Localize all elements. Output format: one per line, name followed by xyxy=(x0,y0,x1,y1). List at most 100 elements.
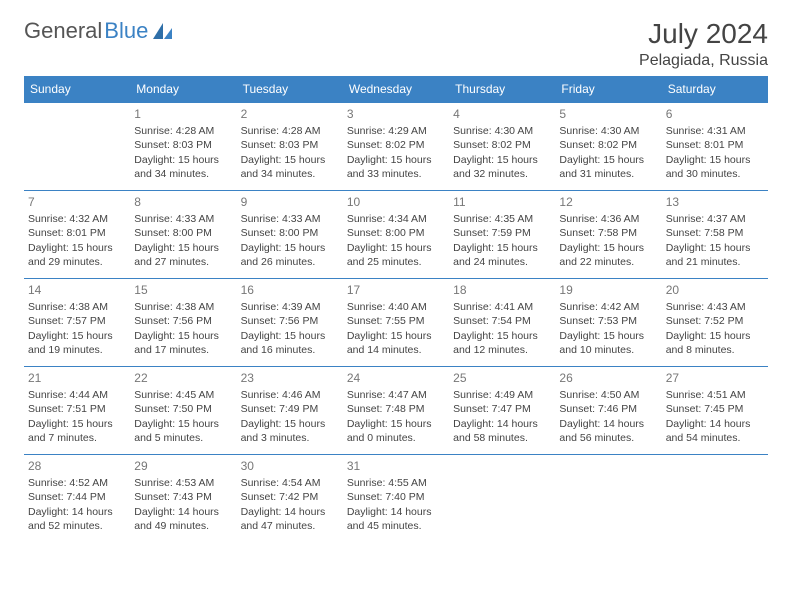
sunrise-line: Sunrise: 4:38 AM xyxy=(134,300,232,314)
daylight-line: Daylight: 15 hours and 22 minutes. xyxy=(559,241,657,269)
month-title: July 2024 xyxy=(639,18,768,50)
sunrise-line: Sunrise: 4:28 AM xyxy=(134,124,232,138)
sunrise-line: Sunrise: 4:45 AM xyxy=(134,388,232,402)
daylight-line: Daylight: 15 hours and 0 minutes. xyxy=(347,417,445,445)
day-number: 19 xyxy=(559,282,657,298)
day-number: 30 xyxy=(241,458,339,474)
day-number: 9 xyxy=(241,194,339,210)
sunset-line: Sunset: 8:03 PM xyxy=(134,138,232,152)
logo-text-1: General xyxy=(24,18,102,44)
calendar-cell: 22Sunrise: 4:45 AMSunset: 7:50 PMDayligh… xyxy=(130,366,236,454)
day-number: 4 xyxy=(453,106,551,122)
dow-header: Tuesday xyxy=(237,76,343,102)
daylight-line: Daylight: 15 hours and 8 minutes. xyxy=(666,329,764,357)
calendar-cell: 4 Sunrise: 4:30 AMSunset: 8:02 PMDaylight… xyxy=(449,102,555,190)
daylight-line: Daylight: 15 hours and 14 minutes. xyxy=(347,329,445,357)
sunrise-line: Sunrise: 4:40 AM xyxy=(347,300,445,314)
sunset-line: Sunset: 8:00 PM xyxy=(134,226,232,240)
day-number: 14 xyxy=(28,282,126,298)
calendar-cell: 16Sunrise: 4:39 AMSunset: 7:56 PMDayligh… xyxy=(237,278,343,366)
sunrise-line: Sunrise: 4:33 AM xyxy=(241,212,339,226)
day-number: 2 xyxy=(241,106,339,122)
day-number: 5 xyxy=(559,106,657,122)
day-number: 15 xyxy=(134,282,232,298)
day-number: 10 xyxy=(347,194,445,210)
daylight-line: Daylight: 15 hours and 31 minutes. xyxy=(559,153,657,181)
day-number: 16 xyxy=(241,282,339,298)
sunrise-line: Sunrise: 4:52 AM xyxy=(28,476,126,490)
sunrise-line: Sunrise: 4:49 AM xyxy=(453,388,551,402)
daylight-line: Daylight: 15 hours and 26 minutes. xyxy=(241,241,339,269)
day-number: 31 xyxy=(347,458,445,474)
day-number: 24 xyxy=(347,370,445,386)
daylight-line: Daylight: 15 hours and 25 minutes. xyxy=(347,241,445,269)
calendar-cell: 13Sunrise: 4:37 AMSunset: 7:58 PMDayligh… xyxy=(662,190,768,278)
calendar-cell: 15 Sunrise: 4:38 AMSunset: 7:56 PMDayligh… xyxy=(130,278,236,366)
calendar-cell: 26 Sunrise: 4:50 AMSunset: 7:46 PMDayligh… xyxy=(555,366,661,454)
sunset-line: Sunset: 7:42 PM xyxy=(241,490,339,504)
daylight-line: Daylight: 15 hours and 3 minutes. xyxy=(241,417,339,445)
day-number: 11 xyxy=(453,194,551,210)
sunset-line: Sunset: 7:59 PM xyxy=(453,226,551,240)
daylight-line: Daylight: 14 hours and 56 minutes. xyxy=(559,417,657,445)
calendar-cell: 29Sunrise: 4:53 AMSunset: 7:43 PMDayligh… xyxy=(130,454,236,542)
location: Pelagiada, Russia xyxy=(639,52,768,70)
daylight-line: Daylight: 15 hours and 16 minutes. xyxy=(241,329,339,357)
daylight-line: Daylight: 15 hours and 24 minutes. xyxy=(453,241,551,269)
calendar-cell: 2Sunrise: 4:28 AMSunset: 8:03 PMDaylight… xyxy=(237,102,343,190)
sunrise-line: Sunrise: 4:38 AM xyxy=(28,300,126,314)
calendar-cell: 31Sunrise: 4:55 AMSunset: 7:40 PMDayligh… xyxy=(343,454,449,542)
sunrise-line: Sunrise: 4:51 AM xyxy=(666,388,764,402)
calendar-cell-empty xyxy=(662,454,768,542)
dow-header: Monday xyxy=(130,76,236,102)
calendar-cell: 5Sunrise: 4:30 AMSunset: 8:02 PMDaylight… xyxy=(555,102,661,190)
calendar-cell: 24 Sunrise: 4:47 AMSunset: 7:48 PMDayligh… xyxy=(343,366,449,454)
sunset-line: Sunset: 8:00 PM xyxy=(347,226,445,240)
calendar-cell: 27 Sunrise: 4:51 AMSunset: 7:45 PMDayligh… xyxy=(662,366,768,454)
sunset-line: Sunset: 7:45 PM xyxy=(666,402,764,416)
sunset-line: Sunset: 8:00 PM xyxy=(241,226,339,240)
sunrise-line: Sunrise: 4:32 AM xyxy=(28,212,126,226)
sunset-line: Sunset: 7:56 PM xyxy=(134,314,232,328)
sunrise-line: Sunrise: 4:36 AM xyxy=(559,212,657,226)
daylight-line: Daylight: 15 hours and 33 minutes. xyxy=(347,153,445,181)
day-number: 13 xyxy=(666,194,764,210)
sunset-line: Sunset: 7:52 PM xyxy=(666,314,764,328)
day-number: 27 xyxy=(666,370,764,386)
calendar-cell: 7Sunrise: 4:32 AMSunset: 8:01 PMDaylight… xyxy=(24,190,130,278)
calendar-cell: 17Sunrise: 4:40 AMSunset: 7:55 PMDayligh… xyxy=(343,278,449,366)
day-number: 25 xyxy=(453,370,551,386)
dow-header: Thursday xyxy=(449,76,555,102)
calendar-cell: 11 Sunrise: 4:35 AMSunset: 7:59 PMDayligh… xyxy=(449,190,555,278)
calendar-cell: 8Sunrise: 4:33 AMSunset: 8:00 PMDaylight… xyxy=(130,190,236,278)
daylight-line: Daylight: 15 hours and 12 minutes. xyxy=(453,329,551,357)
day-number: 17 xyxy=(347,282,445,298)
daylight-line: Daylight: 14 hours and 54 minutes. xyxy=(666,417,764,445)
sunrise-line: Sunrise: 4:50 AM xyxy=(559,388,657,402)
sunset-line: Sunset: 8:02 PM xyxy=(453,138,551,152)
sunset-line: Sunset: 8:01 PM xyxy=(28,226,126,240)
sunrise-line: Sunrise: 4:43 AM xyxy=(666,300,764,314)
daylight-line: Daylight: 15 hours and 5 minutes. xyxy=(134,417,232,445)
calendar-cell: 10Sunrise: 4:34 AMSunset: 8:00 PMDayligh… xyxy=(343,190,449,278)
daylight-line: Daylight: 14 hours and 52 minutes. xyxy=(28,505,126,533)
daylight-line: Daylight: 15 hours and 32 minutes. xyxy=(453,153,551,181)
calendar-cell: 12Sunrise: 4:36 AMSunset: 7:58 PMDayligh… xyxy=(555,190,661,278)
day-number: 29 xyxy=(134,458,232,474)
daylight-line: Daylight: 14 hours and 47 minutes. xyxy=(241,505,339,533)
day-number: 26 xyxy=(559,370,657,386)
sunrise-line: Sunrise: 4:35 AM xyxy=(453,212,551,226)
sunrise-line: Sunrise: 4:30 AM xyxy=(453,124,551,138)
day-number: 12 xyxy=(559,194,657,210)
sunset-line: Sunset: 7:48 PM xyxy=(347,402,445,416)
sunrise-line: Sunrise: 4:47 AM xyxy=(347,388,445,402)
day-number: 20 xyxy=(666,282,764,298)
sunset-line: Sunset: 7:46 PM xyxy=(559,402,657,416)
sunrise-line: Sunrise: 4:54 AM xyxy=(241,476,339,490)
daylight-line: Daylight: 15 hours and 17 minutes. xyxy=(134,329,232,357)
daylight-line: Daylight: 15 hours and 27 minutes. xyxy=(134,241,232,269)
day-number: 23 xyxy=(241,370,339,386)
daylight-line: Daylight: 14 hours and 45 minutes. xyxy=(347,505,445,533)
logo-sail-icon xyxy=(152,22,174,40)
calendar-cell-empty xyxy=(555,454,661,542)
